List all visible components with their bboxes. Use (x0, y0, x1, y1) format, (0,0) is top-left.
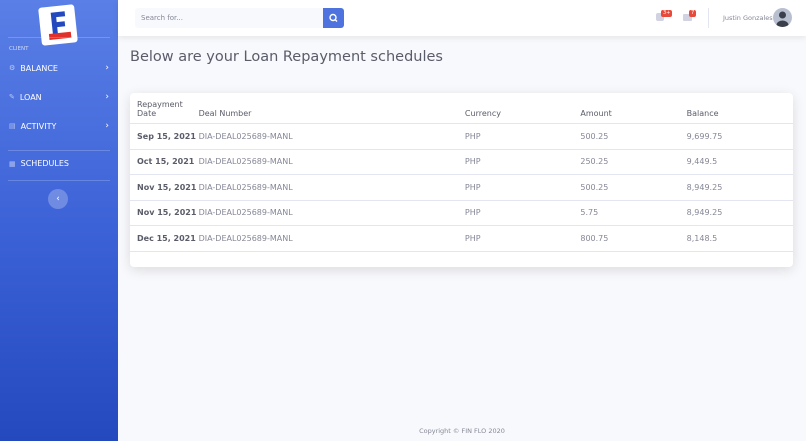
nav-chevron: › (105, 92, 109, 102)
table-row: Nov 15, 2021 DIA-DEAL025689-MANL PHP 500.25… (130, 174, 793, 201)
column-header: Currency (464, 100, 581, 124)
nav-item[interactable]: ⚙ BALANCE › (9, 63, 109, 73)
search-button[interactable] (323, 8, 344, 28)
table-cell: DIA-DEAL025689-MANL (198, 225, 465, 252)
user-name[interactable]: Justin Gonzales (723, 14, 773, 22)
table-row: Oct 15, 2021 DIA-DEAL025689-MANL PHP 250.25… (130, 149, 793, 175)
table-cell: 9,699.75 (686, 123, 793, 150)
table-row: Dec 15, 2021 DIA-DEAL025689-MANL PHP 800.75… (130, 225, 793, 252)
divider (8, 180, 110, 181)
table-cell: 5.75 (580, 200, 687, 226)
nav-chevron: › (105, 63, 109, 73)
table-row: Nov 15, 2021 DIA-DEAL025689-MANL PHP 5.75 8,… (130, 200, 793, 226)
table-cell: PHP (464, 200, 581, 226)
table-cell: 8,148.5 (686, 225, 793, 252)
table-cell: 800.75 (580, 225, 687, 252)
divider (8, 150, 110, 151)
divider (8, 37, 110, 38)
sidebar-toggle[interactable]: ‹ (48, 189, 68, 209)
table-cell: PHP (464, 225, 581, 252)
table-cell: Nov 15, 2021 (130, 200, 199, 226)
divider (708, 8, 709, 28)
table-cell: Oct 15, 2021 (130, 149, 199, 175)
logo[interactable] (38, 4, 78, 46)
table-cell: PHP (464, 123, 581, 150)
table-cell: Nov 15, 2021 (130, 174, 199, 201)
table-cell: Dec 15, 2021 (130, 225, 199, 252)
nav-label: LOAN (19, 92, 42, 102)
messages-badge: 7 (689, 10, 697, 17)
nav-icon: ▦ (9, 159, 16, 168)
logo-mark (48, 11, 72, 40)
nav-label: ACTIVITY (20, 121, 57, 131)
table-cell: PHP (464, 174, 581, 201)
nav-label: SCHEDULES (20, 159, 69, 168)
table-cell: DIA-DEAL025689-MANL (198, 149, 465, 175)
nav-item[interactable]: ▦ SCHEDULES (9, 159, 109, 168)
nav-icon: ⚙ (9, 64, 16, 72)
nav-icon: ▤ (9, 122, 16, 130)
page-title: Below are your Loan Repayment schedules (130, 49, 443, 65)
avatar-image (776, 11, 789, 27)
column-header: Amount (580, 100, 687, 124)
table-cell: 8,949.25 (686, 174, 793, 201)
column-header: Deal Number (198, 100, 465, 124)
nav-item[interactable]: ▤ ACTIVITY › (9, 121, 109, 131)
table-cell: PHP (464, 149, 581, 175)
table-cell: DIA-DEAL025689-MANL (198, 200, 465, 226)
messages-icon[interactable] (683, 14, 692, 21)
topbar: Search for... 3+ 7 Justin Gonzales (118, 0, 806, 36)
user-avatar[interactable] (773, 8, 792, 27)
table-cell: 250.25 (580, 149, 687, 175)
column-header: Repayment Date (130, 100, 199, 124)
column-header: Balance (686, 100, 793, 124)
nav-label: BALANCE (20, 63, 58, 73)
table-cell: 8,949.25 (686, 200, 793, 226)
nav-icon: ✎ (9, 93, 15, 101)
table-cell: Sep 15, 2021 (130, 123, 199, 150)
search-input[interactable]: Search for... (135, 8, 323, 28)
alerts-icon[interactable] (656, 13, 664, 21)
table-cell: DIA-DEAL025689-MANL (198, 174, 465, 201)
table-cell: 500.25 (580, 174, 687, 201)
schedule-table: Repayment Date Deal Number Currency Amount B… (130, 100, 793, 252)
table-row: Sep 15, 2021 DIA-DEAL025689-MANL PHP 500.25… (130, 123, 793, 150)
alerts-badge: 3+ (661, 10, 673, 17)
table-cell: 500.25 (580, 123, 687, 150)
nav-chevron: › (105, 121, 109, 131)
sidebar-heading: CLIENT (9, 46, 29, 52)
schedule-card: Repayment Date Deal Number Currency Amount B… (130, 93, 793, 267)
footer: Copyright © FIN FLO 2020 (419, 427, 505, 435)
table-cell: DIA-DEAL025689-MANL (198, 123, 465, 150)
table-cell: 9,449.5 (686, 149, 793, 175)
sidebar: CLIENT ⚙ BALANCE › ✎ LOAN › ▤ ACTIVITY › ▦ SCHEDUL… (0, 0, 118, 441)
search-icon (329, 13, 338, 22)
nav-item[interactable]: ✎ LOAN › (9, 92, 109, 102)
